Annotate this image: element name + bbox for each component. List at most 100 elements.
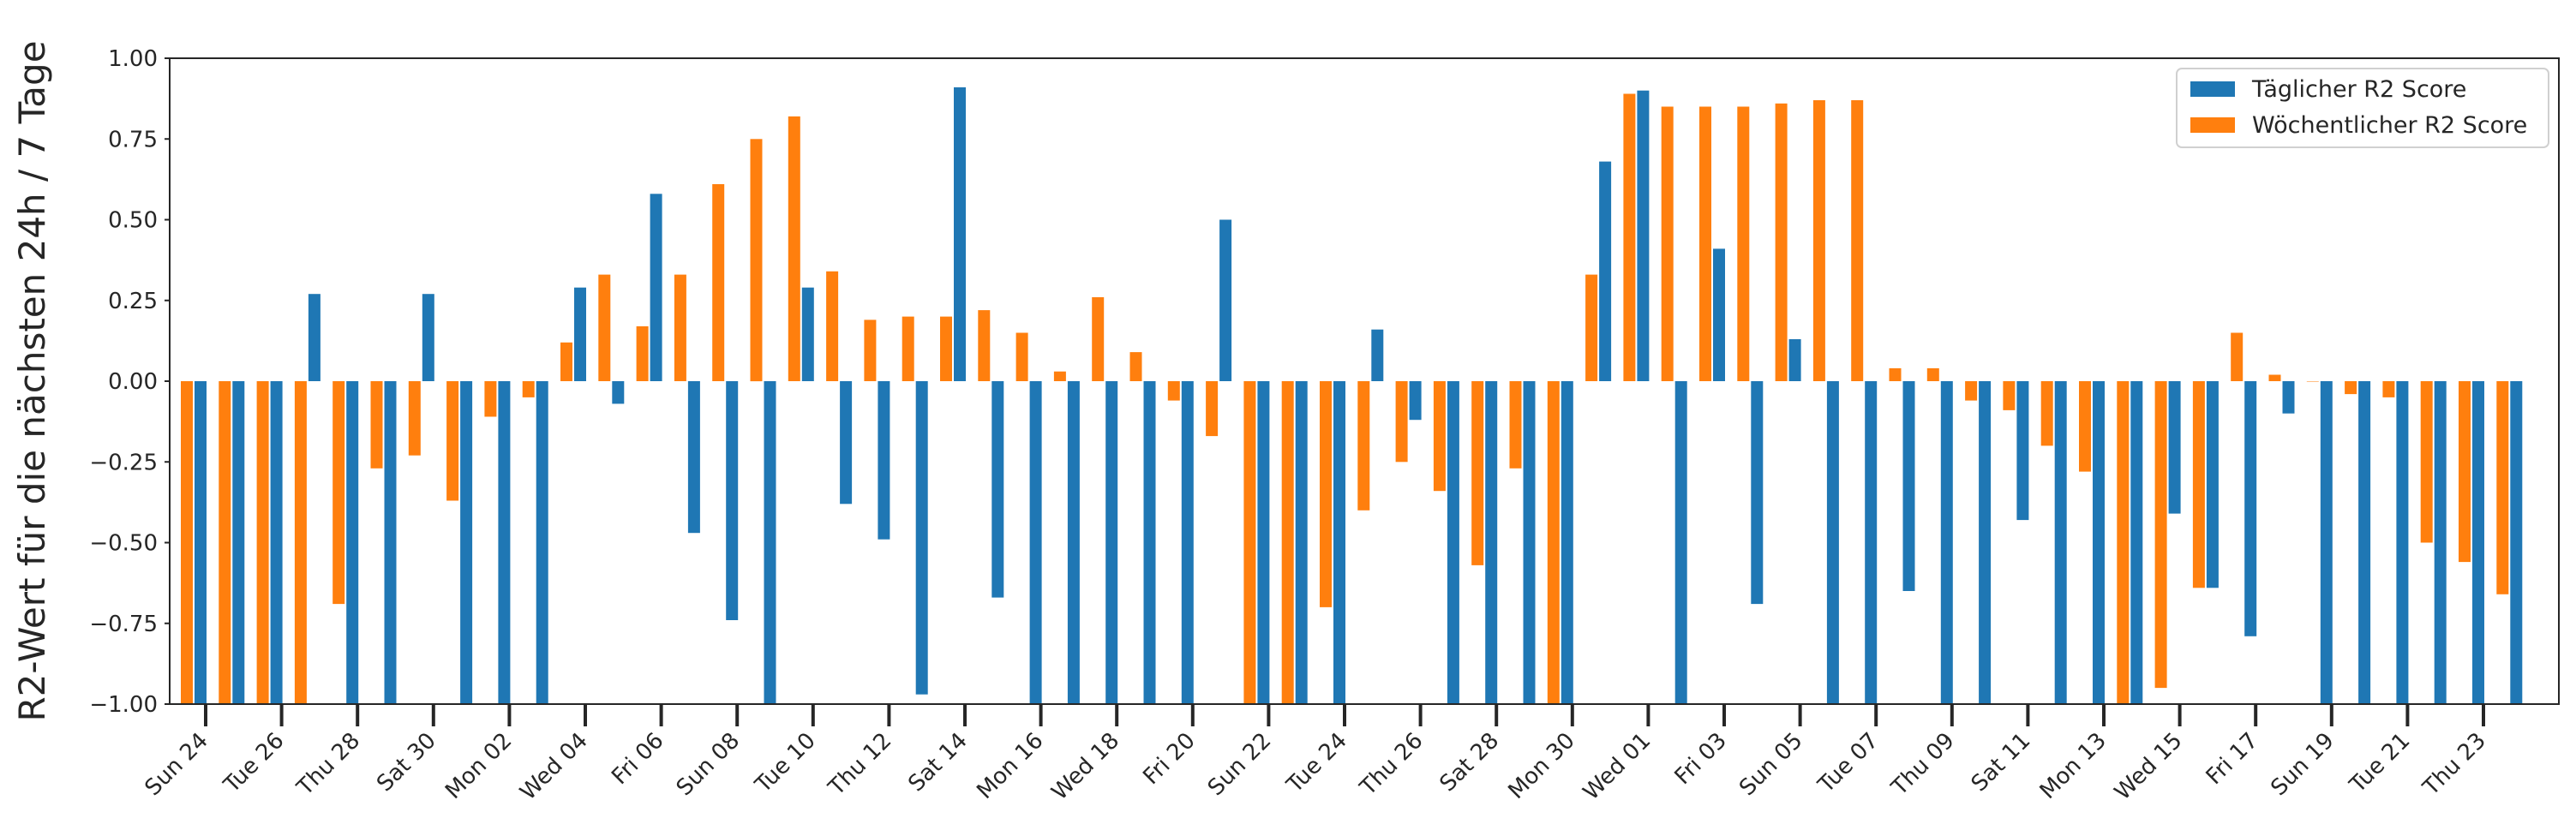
bar-weekly-58 bbox=[2382, 381, 2395, 397]
bar-daily-32 bbox=[1409, 381, 1422, 421]
x-tick-label: Fri 17 bbox=[2202, 728, 2263, 790]
bar-weekly-59 bbox=[2420, 381, 2433, 543]
bar-weekly-54 bbox=[2231, 332, 2244, 381]
bar-daily-29 bbox=[1295, 381, 1308, 704]
y-axis-label: R2-Wert für die nächsten 24h / 7 Tage bbox=[11, 40, 53, 721]
bar-weekly-49 bbox=[2040, 381, 2053, 446]
bar-weekly-2 bbox=[256, 381, 269, 704]
bar-weekly-56 bbox=[2306, 381, 2319, 382]
bar-weekly-16 bbox=[788, 116, 800, 381]
bar-weekly-23 bbox=[1053, 371, 1066, 381]
bar-daily-47 bbox=[1979, 381, 1992, 704]
y-tick-label: −0.50 bbox=[89, 531, 158, 557]
bar-daily-45 bbox=[1902, 381, 1915, 591]
bar-weekly-21 bbox=[978, 310, 991, 381]
bar-daily-8 bbox=[498, 381, 511, 704]
x-tick-label: Mon 30 bbox=[1504, 728, 1580, 804]
x-tick-label: Tue 26 bbox=[219, 728, 290, 799]
bar-weekly-5 bbox=[370, 381, 383, 469]
legend: Täglicher R2 Score Wöchentlicher R2 Score bbox=[2176, 68, 2549, 148]
bar-daily-61 bbox=[2510, 381, 2523, 704]
y-tick-label: 0.50 bbox=[108, 208, 158, 234]
bar-daily-23 bbox=[1067, 381, 1080, 704]
bar-weekly-4 bbox=[332, 381, 345, 605]
x-tick-label: Tue 07 bbox=[1813, 728, 1884, 799]
legend-swatch-weekly bbox=[2190, 117, 2235, 133]
bar-daily-12 bbox=[650, 194, 662, 381]
bar-weekly-43 bbox=[1812, 100, 1825, 381]
x-tick-label: Sun 19 bbox=[2266, 728, 2339, 801]
bar-weekly-34 bbox=[1471, 381, 1484, 565]
bar-daily-13 bbox=[687, 381, 700, 534]
x-tick-label: Thu 26 bbox=[1355, 728, 1429, 802]
bar-daily-17 bbox=[840, 381, 853, 505]
y-axis: 1.00 0.75 0.50 0.25 0.00 −0.25 −0.50 −0.75 −1.00 bbox=[89, 46, 170, 718]
bar-daily-19 bbox=[915, 381, 928, 695]
x-tick-label: Sun 24 bbox=[141, 728, 213, 801]
y-tick-label: 1.00 bbox=[108, 46, 158, 72]
bar-daily-41 bbox=[1751, 381, 1764, 605]
bar-weekly-19 bbox=[902, 316, 914, 381]
bar-daily-36 bbox=[1561, 381, 1573, 704]
bar-daily-42 bbox=[1788, 339, 1801, 381]
bar-daily-35 bbox=[1523, 381, 1536, 704]
bar-daily-54 bbox=[2244, 381, 2257, 636]
bar-daily-38 bbox=[1637, 90, 1650, 381]
legend-label-weekly: Wöchentlicher R2 Score bbox=[2252, 112, 2527, 139]
bar-daily-59 bbox=[2434, 381, 2447, 704]
bar-weekly-38 bbox=[1623, 93, 1636, 381]
bars-layer bbox=[181, 87, 2523, 704]
bar-daily-14 bbox=[726, 381, 739, 620]
bar-weekly-30 bbox=[1320, 381, 1332, 607]
x-tick-label: Wed 18 bbox=[1047, 728, 1125, 806]
y-tick-label: 0.25 bbox=[108, 289, 158, 314]
bar-weekly-35 bbox=[1509, 381, 1522, 469]
bar-daily-55 bbox=[2282, 381, 2295, 414]
legend-box bbox=[2176, 68, 2549, 148]
bar-weekly-32 bbox=[1395, 381, 1408, 463]
y-tick-label: −0.25 bbox=[89, 450, 158, 475]
bar-weekly-33 bbox=[1433, 381, 1446, 492]
bar-weekly-61 bbox=[2496, 381, 2509, 594]
y-tick-label: −0.75 bbox=[89, 612, 158, 637]
bar-weekly-37 bbox=[1585, 274, 1598, 381]
bar-daily-60 bbox=[2472, 381, 2484, 704]
bar-weekly-13 bbox=[674, 274, 686, 381]
bar-weekly-14 bbox=[712, 184, 725, 381]
plot-frame bbox=[169, 57, 2560, 705]
x-tick-label: Sun 08 bbox=[672, 728, 745, 801]
bar-weekly-45 bbox=[1889, 367, 1902, 381]
bar-daily-25 bbox=[1143, 381, 1156, 704]
bar-weekly-0 bbox=[181, 381, 193, 704]
bar-weekly-9 bbox=[522, 381, 535, 397]
bar-weekly-46 bbox=[1926, 367, 1939, 381]
bar-weekly-41 bbox=[1737, 106, 1750, 381]
y-tick-label: 0.75 bbox=[108, 127, 158, 152]
x-tick-label: Sat 11 bbox=[1967, 728, 2036, 797]
x-tick-label: Wed 04 bbox=[515, 728, 593, 806]
x-tick-label: Tue 21 bbox=[2345, 728, 2416, 799]
x-tick-label: Sat 30 bbox=[372, 728, 441, 797]
bar-daily-7 bbox=[460, 381, 473, 704]
bar-daily-46 bbox=[1940, 381, 1953, 704]
bar-weekly-17 bbox=[826, 271, 839, 381]
bar-daily-24 bbox=[1105, 381, 1118, 704]
legend-swatch-daily bbox=[2190, 81, 2235, 97]
bar-daily-6 bbox=[422, 294, 434, 381]
bar-daily-26 bbox=[1181, 381, 1194, 704]
bar-daily-1 bbox=[232, 381, 245, 704]
bar-daily-10 bbox=[574, 287, 586, 381]
bar-daily-40 bbox=[1713, 248, 1725, 381]
bar-daily-5 bbox=[384, 381, 397, 704]
x-tick-label: Tue 24 bbox=[1281, 728, 1352, 799]
bar-weekly-44 bbox=[1851, 100, 1864, 381]
bar-weekly-3 bbox=[294, 381, 307, 704]
x-tick-label: Thu 12 bbox=[824, 728, 897, 802]
x-tick-label: Mon 02 bbox=[440, 728, 517, 804]
bar-daily-18 bbox=[878, 381, 890, 540]
bar-daily-39 bbox=[1674, 381, 1687, 704]
bar-weekly-50 bbox=[2079, 381, 2091, 472]
bar-daily-4 bbox=[346, 381, 359, 704]
bar-weekly-52 bbox=[2154, 381, 2167, 689]
bar-daily-34 bbox=[1485, 381, 1498, 704]
